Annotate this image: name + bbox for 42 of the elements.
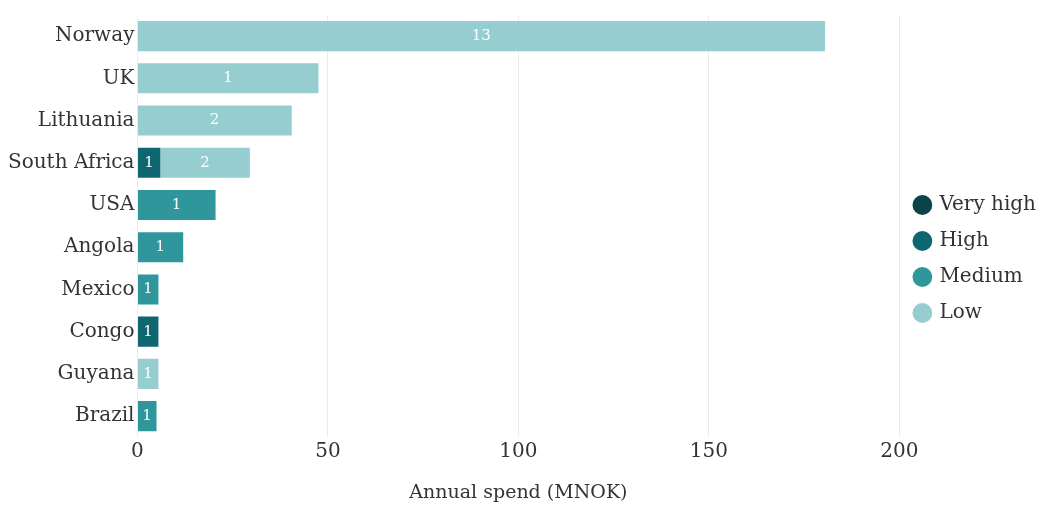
annotation: 1 [171, 194, 182, 213]
annotation: 2 [209, 110, 220, 129]
annotation: 1 [142, 405, 152, 424]
bar [137, 189, 216, 221]
y-tick-label: Guyana [57, 360, 135, 385]
y-tick-label: Mexico [61, 275, 135, 300]
bar [137, 274, 159, 305]
bar [137, 232, 184, 263]
bar [137, 21, 826, 52]
bar [137, 63, 319, 94]
y-tick-label: Lithuania [37, 106, 135, 131]
y-tick-label: Angola [62, 233, 135, 258]
x-tick-label: 0 [131, 438, 144, 463]
x-tick-label: 50 [315, 438, 341, 463]
annotation: 1 [223, 68, 233, 87]
annotation: 1 [143, 279, 153, 298]
bar [137, 105, 292, 136]
annotation: 1 [155, 237, 166, 256]
y-tick-label: UK [102, 64, 136, 89]
bar [137, 147, 161, 178]
annotation: 2 [200, 152, 210, 171]
x-axis-title: Annual spend (MNOK) [408, 479, 628, 502]
bar [160, 147, 250, 178]
x-tick-label: 200 [880, 438, 919, 463]
y-tick-label: Norway [55, 22, 136, 47]
bar [137, 401, 157, 432]
bar [137, 316, 159, 347]
x-tick-label: 100 [499, 438, 538, 463]
y-tick-label: Congo [69, 317, 135, 342]
y-tick-label: USA [89, 191, 136, 216]
annotation: 13 [471, 26, 491, 44]
annotation: 1 [144, 152, 154, 171]
legend-label: Medium [939, 263, 1023, 288]
legend-label: High [939, 227, 990, 252]
legend-label: Very high [938, 191, 1037, 216]
y-tick-label: South Africa [7, 148, 135, 173]
annotation: 1 [143, 363, 153, 382]
legend-label: Low [939, 299, 982, 324]
bar [137, 358, 159, 389]
y-tick-label: Brazil [74, 402, 135, 427]
annotation: 1 [143, 321, 153, 340]
x-tick-label: 150 [689, 438, 728, 463]
